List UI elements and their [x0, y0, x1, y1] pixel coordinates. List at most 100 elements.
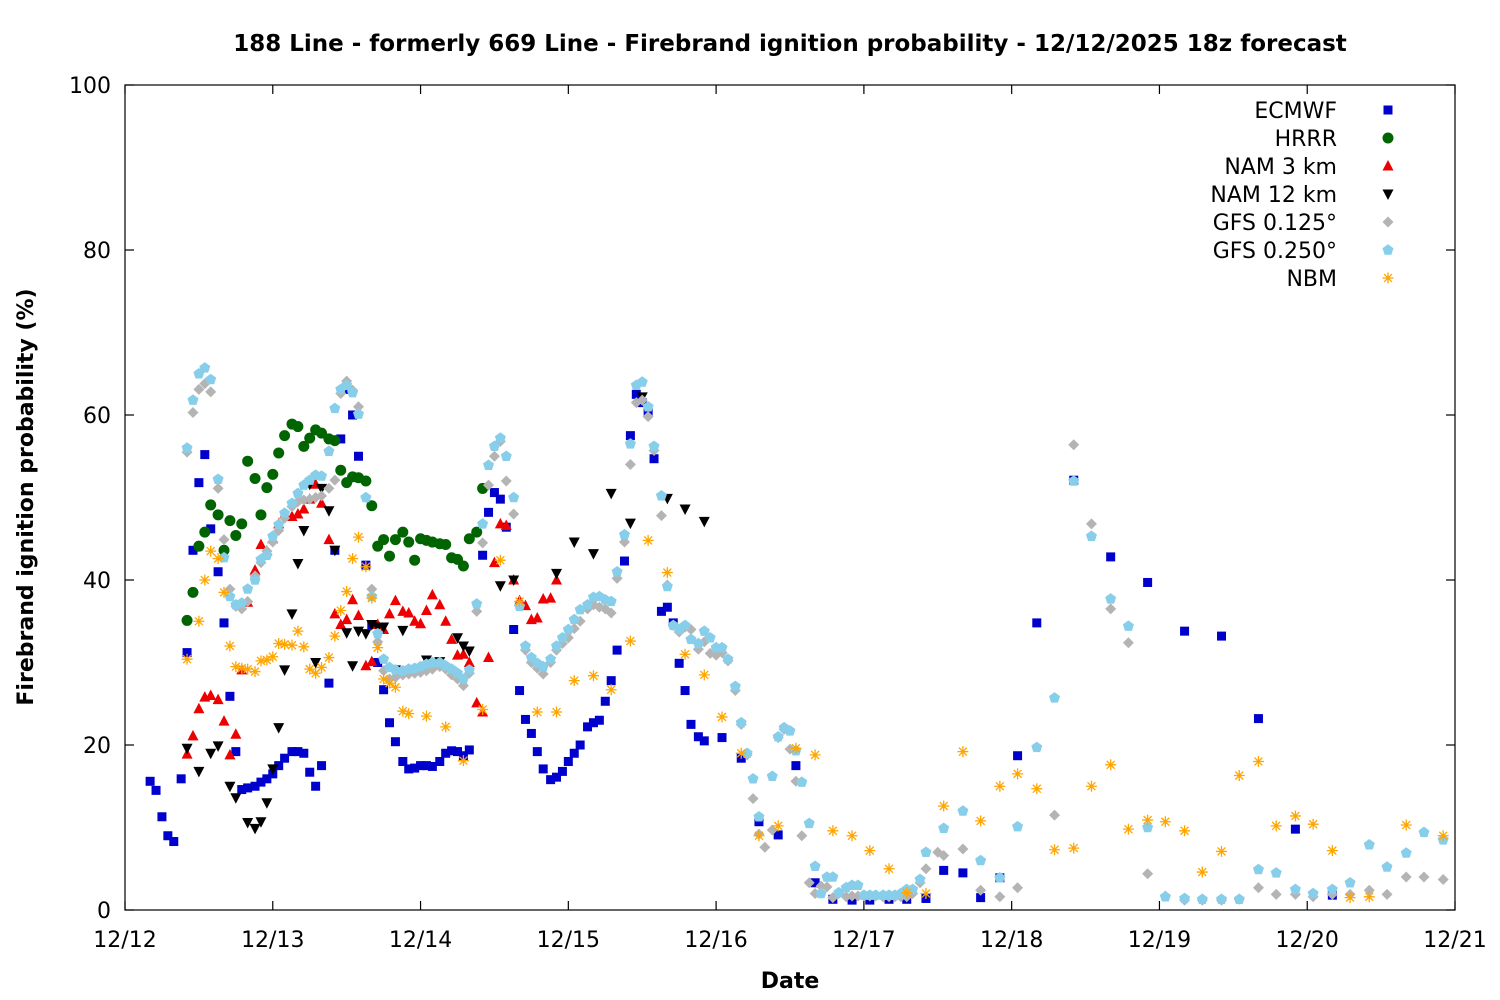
- data-point: [347, 553, 359, 565]
- data-point: [514, 595, 526, 607]
- data-point: [403, 607, 415, 618]
- data-point: [994, 872, 1006, 883]
- data-point: [317, 761, 327, 771]
- data-point: [205, 545, 217, 557]
- data-point: [250, 781, 260, 791]
- data-point: [403, 708, 415, 720]
- legend-item-hrrr: HRRR: [1275, 127, 1394, 152]
- data-point: [957, 805, 969, 816]
- data-point: [483, 459, 495, 471]
- data-point: [796, 776, 808, 787]
- data-point: [389, 594, 401, 606]
- data-point: [267, 651, 279, 663]
- data-point: [938, 850, 950, 862]
- data-point: [508, 575, 520, 586]
- data-point: [390, 737, 400, 747]
- data-point: [463, 646, 475, 657]
- data-point: [484, 507, 494, 517]
- data-point: [537, 660, 549, 672]
- data-point: [352, 401, 364, 413]
- data-point: [1363, 839, 1375, 850]
- data-point: [335, 605, 347, 617]
- data-point: [1270, 867, 1282, 878]
- data-point: [366, 592, 378, 604]
- data-point: [435, 757, 445, 766]
- data-point: [199, 574, 211, 586]
- data-point: [1122, 823, 1134, 835]
- data-point: [477, 704, 489, 716]
- plot-markers: [145, 362, 1449, 906]
- data-point: [249, 473, 261, 485]
- data-point: [292, 487, 304, 499]
- data-point: [1270, 888, 1282, 900]
- data-point: [575, 740, 585, 750]
- data-point: [679, 619, 691, 631]
- data-point: [1068, 439, 1080, 451]
- legend-item-ecmwf: ECMWF: [1254, 99, 1393, 124]
- data-point: [1179, 825, 1191, 837]
- data-point: [1068, 475, 1080, 486]
- data-point: [249, 823, 261, 835]
- data-point: [187, 729, 199, 741]
- data-point: [280, 753, 290, 763]
- data-point: [415, 617, 427, 629]
- data-point: [292, 508, 304, 519]
- data-point: [360, 659, 372, 671]
- data-point: [353, 451, 363, 461]
- data-point: [1326, 845, 1338, 857]
- data-point: [975, 854, 987, 866]
- data-point: [329, 435, 341, 447]
- data-point: [1307, 818, 1319, 830]
- data-point: [323, 506, 335, 517]
- data-point: [729, 680, 741, 692]
- data-point: [298, 440, 310, 452]
- data-point: [335, 464, 347, 476]
- data-point: [642, 411, 654, 423]
- data-point: [1085, 530, 1097, 541]
- data-point: [520, 714, 530, 724]
- data-point: [457, 560, 469, 572]
- data-point: [298, 641, 310, 653]
- data-point: [385, 718, 395, 728]
- data-point: [352, 609, 364, 620]
- data-point: [293, 747, 303, 757]
- data-point: [323, 652, 335, 664]
- data-point: [957, 843, 969, 855]
- data-point: [397, 526, 409, 538]
- data-point: [716, 711, 728, 723]
- data-point: [242, 455, 254, 467]
- data-point: [1122, 637, 1134, 649]
- data-point: [901, 887, 913, 899]
- data-point: [679, 648, 691, 660]
- data-point: [219, 618, 229, 628]
- data-point: [772, 730, 784, 742]
- data-point: [1307, 887, 1319, 899]
- data-point: [606, 676, 616, 686]
- data-point: [218, 586, 230, 598]
- data-point: [661, 580, 673, 592]
- data-point: [619, 556, 629, 566]
- data-point: [236, 518, 248, 530]
- data-point: [1233, 893, 1245, 904]
- data-point: [398, 757, 408, 766]
- data-point: [1344, 876, 1356, 888]
- data-point: [200, 450, 210, 460]
- chart-title: 188 Line - formerly 669 Line - Firebrand…: [233, 31, 1347, 57]
- y-tick-label: 20: [83, 734, 111, 759]
- data-point: [384, 550, 396, 562]
- data-point: [583, 722, 593, 732]
- data-point: [1012, 820, 1024, 832]
- data-point: [181, 614, 193, 626]
- data-point: [833, 886, 845, 898]
- data-point: [500, 475, 512, 487]
- data-point: [773, 830, 783, 840]
- data-point: [188, 545, 198, 555]
- data-point: [324, 678, 334, 688]
- data-point: [625, 431, 635, 441]
- data-point: [379, 685, 389, 695]
- data-point: [809, 860, 821, 871]
- data-point: [279, 430, 291, 442]
- data-point: [1031, 783, 1043, 795]
- data-point: [976, 893, 986, 903]
- y-tick-label: 60: [83, 404, 111, 429]
